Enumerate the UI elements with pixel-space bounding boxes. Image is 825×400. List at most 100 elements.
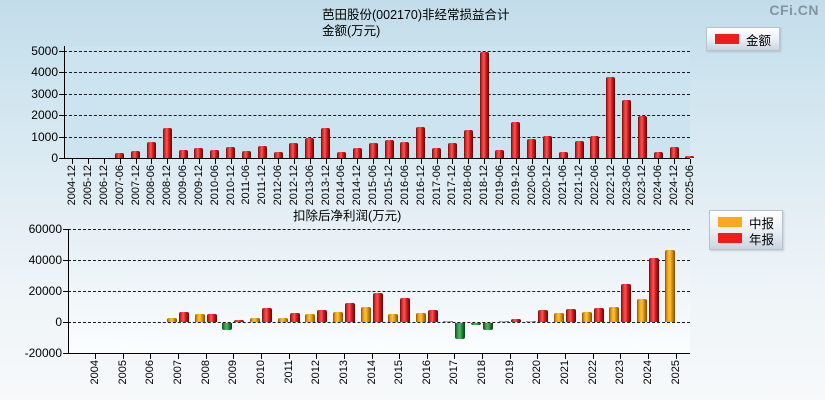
bar — [526, 321, 537, 322]
x-tick — [88, 159, 90, 164]
gridline — [68, 291, 690, 292]
x-tick — [610, 159, 612, 164]
x-tick — [373, 159, 375, 164]
x-tick — [150, 354, 152, 359]
bar — [471, 323, 482, 326]
bar — [222, 323, 233, 331]
x-tick — [509, 354, 511, 359]
bar — [637, 299, 647, 322]
legend-item: 年报 — [718, 230, 775, 247]
bar — [558, 152, 568, 158]
bar — [622, 100, 632, 158]
x-tick-label: 2010-12 — [224, 165, 237, 206]
x-tick-label: 2009-06 — [177, 165, 190, 206]
x-tick — [183, 159, 185, 164]
x-tick-label: 2009-12 — [192, 165, 205, 206]
x-tick — [72, 159, 74, 164]
y-tick-label: -20000 — [24, 346, 62, 360]
bar — [427, 310, 438, 322]
x-tick — [293, 159, 295, 164]
bar — [352, 148, 362, 158]
bar — [590, 135, 600, 158]
x-tick-label: 2024-06 — [652, 165, 665, 206]
x-tick-label: 2023-12 — [636, 165, 649, 206]
bar — [621, 283, 632, 322]
y-tick — [63, 353, 68, 354]
x-tick-label: 2018-06 — [462, 165, 475, 206]
x-tick-label: 2011 — [282, 360, 295, 384]
x-tick-label: 2005-12 — [82, 165, 95, 206]
x-tick — [278, 159, 280, 164]
x-tick-label: 2024 — [642, 360, 654, 385]
legend-swatch — [718, 233, 742, 243]
chart1-title-line2: 金额(万元) — [322, 24, 381, 38]
x-tick — [436, 159, 438, 164]
x-tick — [357, 159, 359, 164]
legend-swatch — [715, 34, 739, 44]
bar — [542, 135, 552, 158]
x-tick-label: 2010-06 — [208, 165, 221, 206]
y-tick-label: 40000 — [28, 253, 62, 267]
bar — [321, 128, 331, 158]
x-tick — [620, 354, 622, 359]
legend-label: 中报 — [749, 216, 775, 231]
x-tick — [343, 354, 345, 359]
x-tick — [198, 159, 200, 164]
x-tick — [260, 354, 262, 359]
x-tick-label: 2020-06 — [525, 165, 538, 206]
x-tick-label: 2019-12 — [509, 165, 522, 206]
x-tick — [531, 159, 533, 164]
legend-label: 年报 — [749, 232, 775, 247]
y-tick — [59, 115, 64, 117]
x-tick-label: 2017 — [448, 360, 461, 385]
gridline — [64, 72, 690, 74]
x-tick-label: 2023-06 — [620, 165, 633, 206]
x-tick — [399, 354, 401, 359]
x-tick — [389, 159, 390, 164]
bar — [344, 303, 355, 322]
bar — [510, 318, 521, 322]
bar — [131, 150, 141, 158]
x-tick-label: 2023 — [614, 360, 627, 385]
y-axis-line — [64, 46, 65, 159]
x-tick-label: 2013 — [337, 360, 350, 385]
gridline — [68, 229, 690, 230]
bar — [432, 148, 442, 158]
bar — [581, 311, 592, 322]
x-tick-label: 2006 — [144, 360, 157, 385]
bar — [289, 143, 299, 158]
bar — [360, 306, 371, 322]
x-tick — [95, 354, 96, 359]
x-tick — [515, 159, 517, 164]
bar — [479, 52, 489, 158]
x-tick — [674, 159, 676, 164]
x-tick — [547, 159, 549, 164]
bar — [609, 307, 620, 322]
bar — [653, 151, 663, 158]
x-tick-label: 2024-12 — [668, 165, 681, 206]
x-tick — [565, 354, 567, 359]
x-tick-label: 2018 — [476, 360, 489, 385]
x-tick-label: 2005 — [116, 360, 129, 385]
x-tick-label: 2008 — [199, 360, 212, 385]
y-tick — [63, 291, 68, 292]
x-tick — [499, 159, 501, 164]
x-tick — [177, 354, 179, 359]
y-tick-label: 0 — [55, 315, 62, 329]
bar — [241, 150, 251, 158]
bar — [194, 314, 205, 322]
x-tick — [482, 354, 484, 359]
bar — [332, 311, 343, 322]
x-tick — [404, 159, 406, 164]
bar — [400, 298, 411, 322]
bar — [664, 250, 675, 322]
bar — [115, 153, 125, 158]
y-axis-line — [68, 229, 69, 354]
x-tick — [626, 159, 628, 164]
x-tick — [288, 354, 290, 359]
y-tick — [63, 260, 68, 261]
x-tick-label: 2022-12 — [604, 165, 617, 206]
cfi-logo: CFi.CN — [769, 2, 819, 18]
y-tick-label: 5000 — [31, 44, 58, 58]
bar — [606, 77, 616, 158]
